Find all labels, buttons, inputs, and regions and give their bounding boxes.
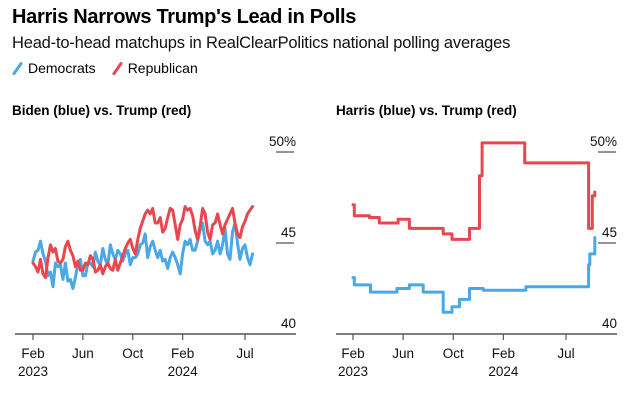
y-tick-label: 40 [281, 316, 296, 331]
x-tick-label: Feb [21, 346, 44, 361]
series-line-biden [31, 221, 254, 290]
legend-label-republican: Republican [127, 60, 198, 76]
series-line-harris [351, 236, 597, 314]
y-tick-label: 50% [269, 134, 296, 149]
chart-title: Harris Narrows Trump's Lead in Polls [12, 6, 357, 28]
x-tick-sublabel: 2023 [18, 364, 48, 379]
panel-title-harris: Harris (blue) vs. Trump (red) [336, 103, 517, 118]
panel-biden-vs-trump: 50% 45 40 Feb 2023 Jun Oct Feb 2024 Jul [15, 134, 296, 379]
x-tick-label: Jul [557, 346, 574, 361]
y-tick-label: 45 [602, 225, 617, 240]
y-tick-label: 40 [602, 316, 617, 331]
legend: Democrats Republican [12, 60, 208, 76]
x-tick-label: Jun [392, 346, 414, 361]
legend-label-democrats: Democrats [28, 60, 96, 76]
y-tick-label: 50% [590, 134, 617, 149]
series-line-trump [351, 141, 597, 241]
x-tick-label: Feb [171, 346, 194, 361]
x-tick-label: Jul [236, 346, 253, 361]
x-tick-sublabel: 2024 [168, 364, 199, 379]
panel-title-biden: Biden (blue) vs. Trump (red) [12, 103, 192, 118]
x-tick-label: Feb [341, 346, 364, 361]
panel-harris-vs-trump: 50% 45 40 Feb 2023 Jun Oct Feb 2024 Jul [336, 134, 617, 379]
x-tick-sublabel: 2023 [338, 364, 368, 379]
x-tick-label: Oct [122, 346, 143, 361]
y-tick-label: 45 [281, 225, 296, 240]
x-tick-label: Feb [492, 346, 515, 361]
chart-subtitle: Head-to-head matchups in RealClearPoliti… [12, 34, 511, 52]
x-tick-label: Jun [72, 346, 94, 361]
x-tick-label: Oct [443, 346, 464, 361]
series-line-trump [31, 205, 254, 280]
x-tick-sublabel: 2024 [488, 364, 519, 379]
